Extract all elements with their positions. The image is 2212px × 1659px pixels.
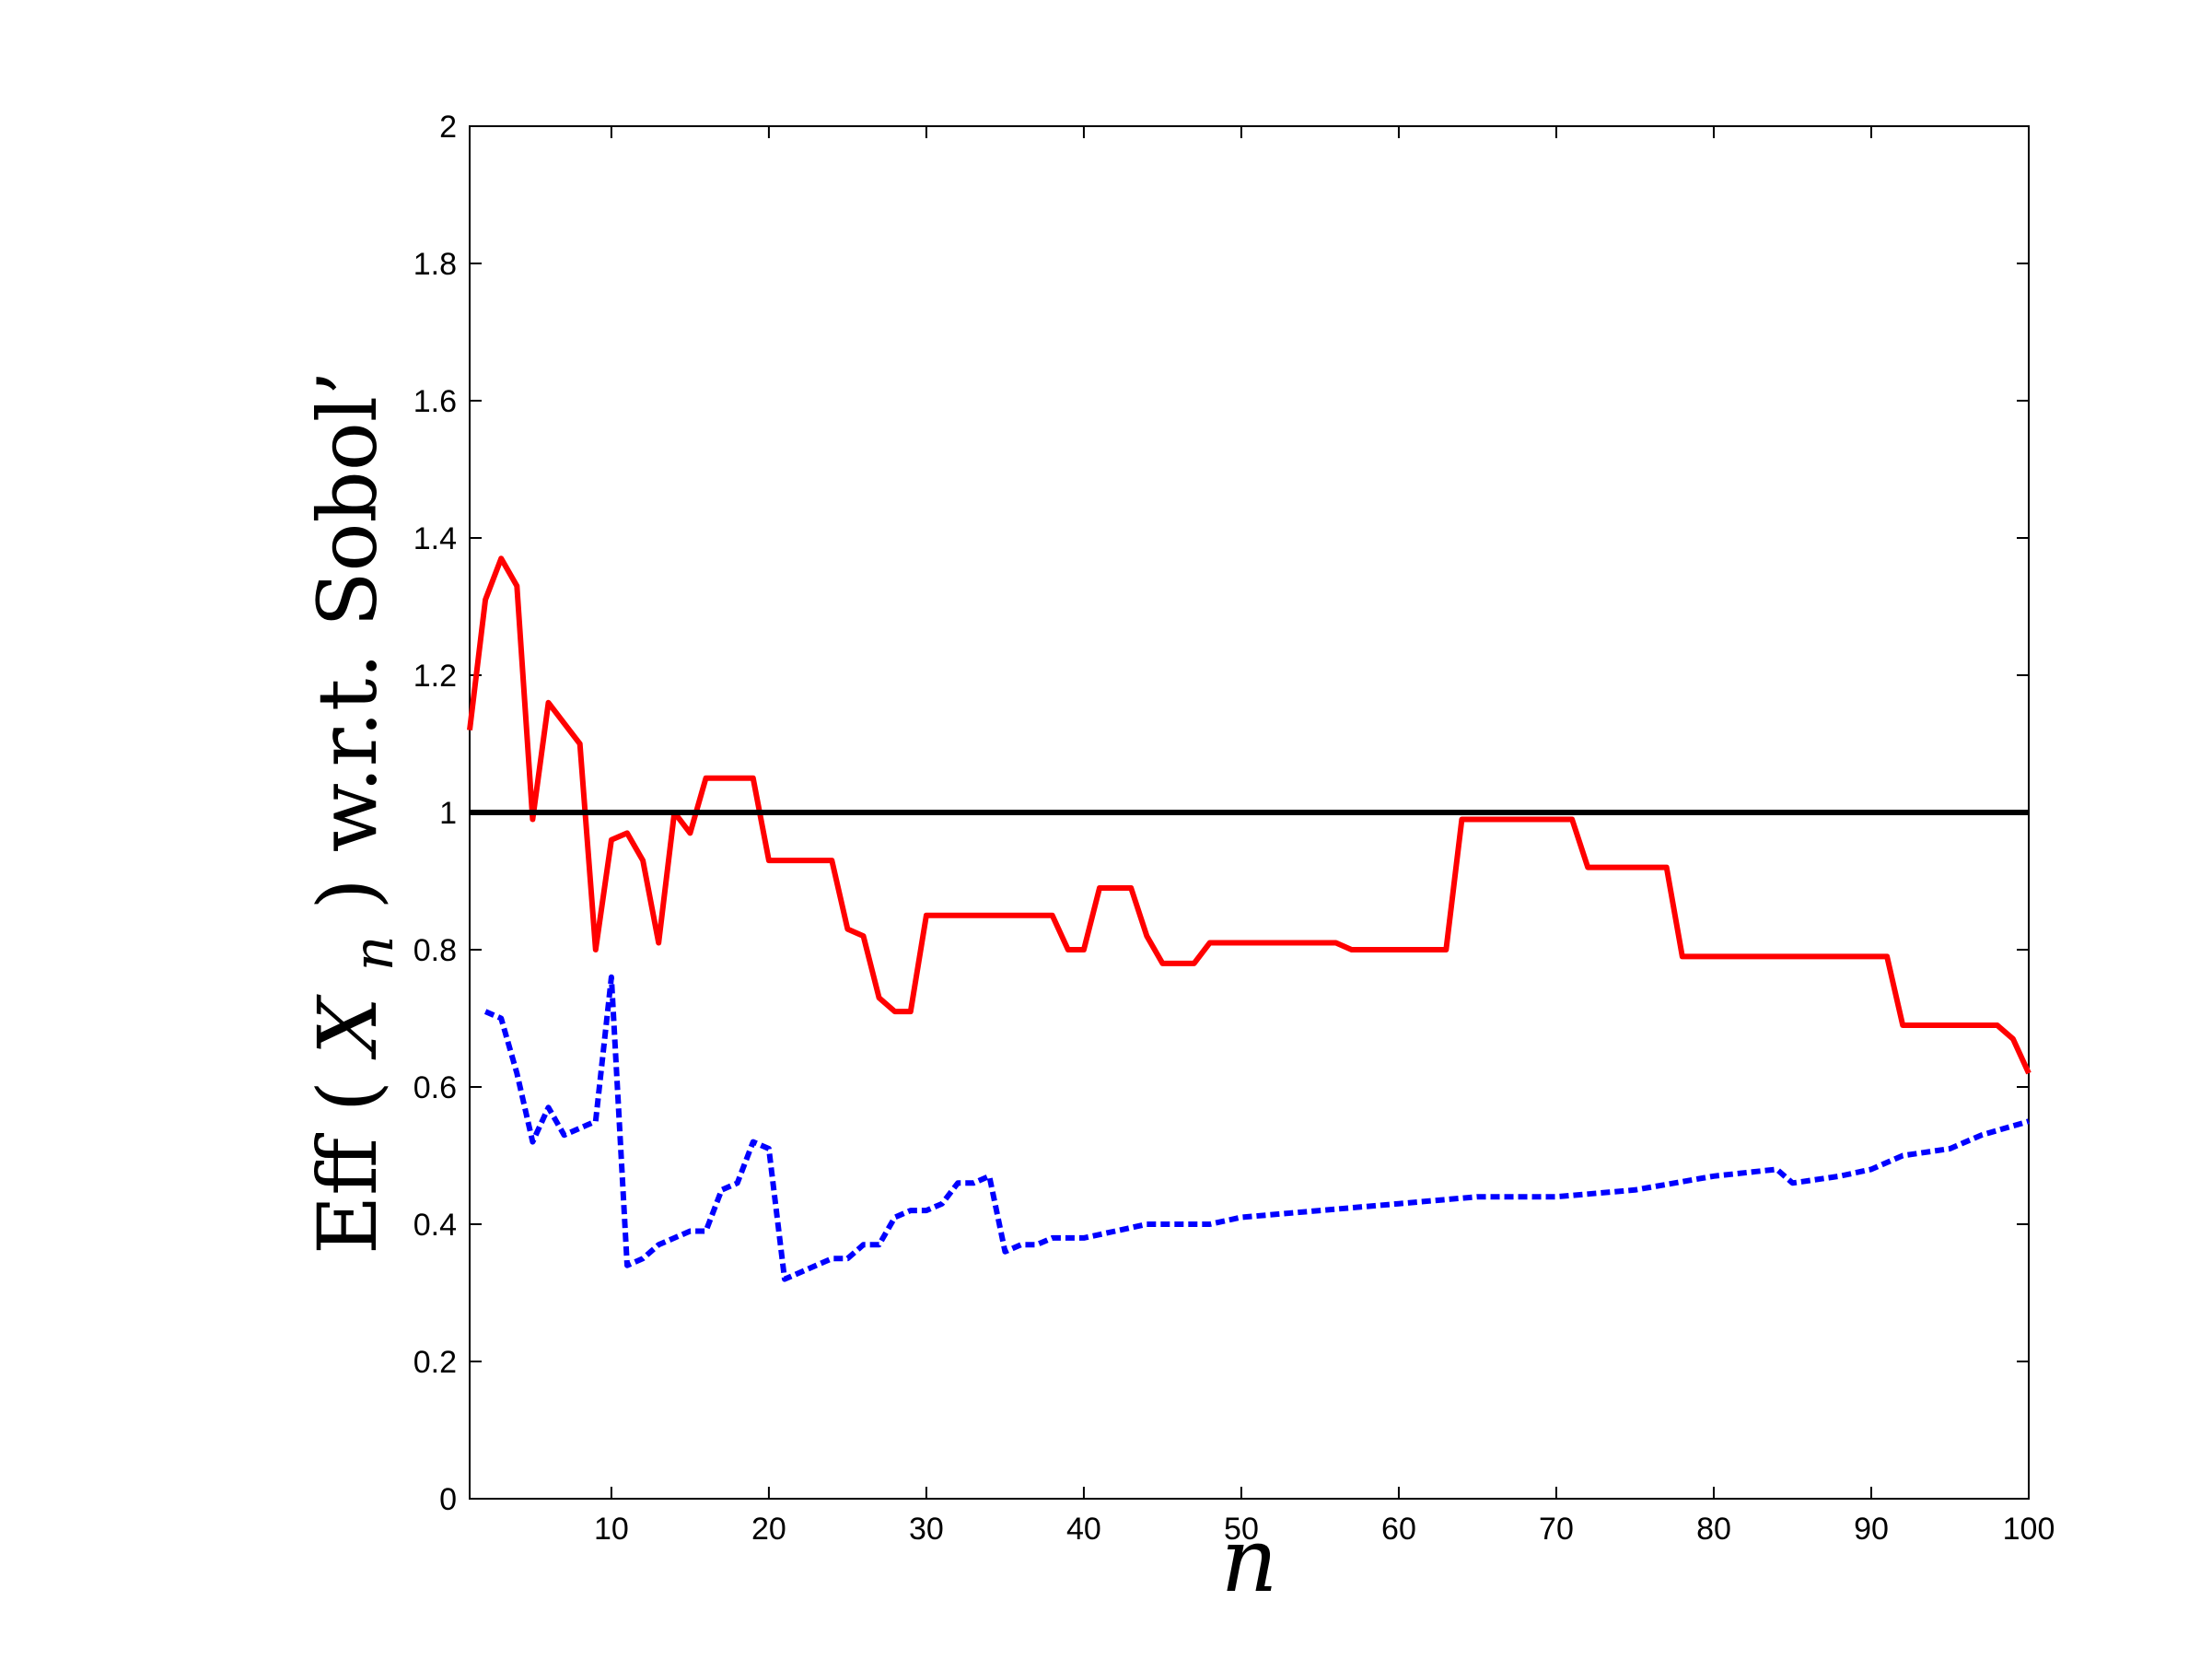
series-line-blue-dotted <box>483 974 2030 1282</box>
y-axis-title: Eff ( X n ) w.r.t. Sobol’ <box>300 370 412 1255</box>
y-tick-label: 0.4 <box>413 1208 457 1243</box>
x-tick-label: 50 <box>1224 1512 1259 1547</box>
x-tick-label: 40 <box>1066 1512 1101 1547</box>
y-tick-label: 0.2 <box>413 1345 457 1380</box>
y-tick-label: 0 <box>439 1482 457 1517</box>
y-tick-label: 1.2 <box>413 659 457 694</box>
axis-ticks: 10 20 30 40 50 60 70 80 90 100 0 0.2 0.4 0.6 0.8 1 1.2 1.… <box>413 110 2055 1547</box>
x-tick-label: 10 <box>594 1512 629 1547</box>
y-axis-title-variable: X <box>300 994 395 1060</box>
x-tick-label: 60 <box>1381 1512 1416 1547</box>
svg-text:Eff ( X n: Eff ( X n ) w.r.t. Sobol’ <box>300 370 412 1255</box>
x-tick-label: 80 <box>1696 1512 1731 1547</box>
y-tick-label: 2 <box>439 110 457 145</box>
y-axis-title-suffix: w.r.t. Sobol’ <box>300 370 395 852</box>
y-tick-label: 1.6 <box>413 384 457 419</box>
x-axis-title: n <box>1221 1509 1278 1612</box>
series-layer <box>467 555 2032 1282</box>
y-tick-label: 1 <box>439 796 457 831</box>
y-axis-title-close-paren: ) <box>300 852 395 909</box>
series-line-red <box>467 555 2032 1075</box>
y-tick-label: 1.4 <box>413 521 457 556</box>
y-axis-title-open-paren: ( <box>300 1081 395 1112</box>
x-tick-label: 20 <box>751 1512 786 1547</box>
x-tick-label: 70 <box>1539 1512 1574 1547</box>
x-tick-label: 100 <box>2003 1512 2055 1547</box>
y-tick-label: 0.6 <box>413 1070 457 1105</box>
y-axis-title-prefix: Eff <box>300 1133 395 1255</box>
y-tick-label: 0.8 <box>413 933 457 968</box>
x-tick-label: 90 <box>1854 1512 1889 1547</box>
y-tick-label: 1.8 <box>413 247 457 282</box>
y-axis-title-subscript: n <box>342 936 406 972</box>
x-tick-label: 30 <box>909 1512 944 1547</box>
